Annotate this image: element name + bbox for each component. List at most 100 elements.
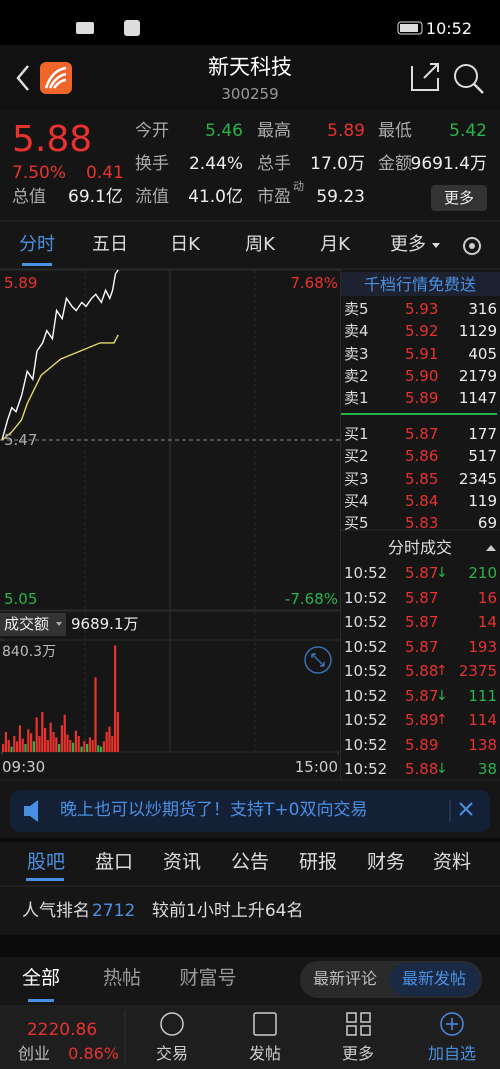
- dropdown-icon: [432, 243, 440, 248]
- nav-item[interactable]: 交易: [155, 1044, 188, 1063]
- volume-selector[interactable]: [0, 613, 66, 636]
- chart-tab[interactable]: 分时: [19, 234, 55, 255]
- volume-bar: [116, 712, 119, 752]
- info-tab[interactable]: 资讯: [162, 851, 201, 873]
- field-value: 59.23: [316, 187, 365, 207]
- settings-icon[interactable]: [463, 237, 481, 255]
- volume-bar: [32, 741, 35, 752]
- field-value: 41.0亿: [188, 187, 243, 207]
- sort-button[interactable]: 最新评论: [312, 969, 377, 988]
- book-price: 5.90: [405, 366, 439, 385]
- close-icon[interactable]: [459, 802, 473, 816]
- expand-icon[interactable]: [311, 653, 325, 667]
- book-price: 5.83: [405, 514, 439, 533]
- book-price: 5.89: [405, 389, 439, 408]
- index-name[interactable]: 创业: [18, 1044, 51, 1063]
- more-button[interactable]: 更多: [431, 185, 487, 211]
- index-value[interactable]: 2220.86: [26, 1020, 98, 1040]
- add-icon[interactable]: [446, 1018, 458, 1030]
- search-icon[interactable]: [473, 83, 484, 94]
- info-tab[interactable]: 盘口: [94, 851, 133, 873]
- volume-bar: [58, 744, 61, 752]
- info-tab[interactable]: 资料: [432, 851, 471, 873]
- share-icon[interactable]: [411, 63, 439, 91]
- index-change[interactable]: 0.86%: [68, 1044, 119, 1063]
- nav-item[interactable]: 更多: [341, 1044, 374, 1063]
- book-label: 卖1: [344, 389, 369, 408]
- book-volume: 2345: [458, 469, 497, 488]
- trade-arrow: ↓: [436, 687, 448, 704]
- battery-icon: [400, 24, 418, 32]
- feed-tab[interactable]: 全部: [21, 967, 60, 989]
- volume-bar: [74, 730, 77, 752]
- volume-bar: [60, 725, 63, 752]
- search-icon[interactable]: [454, 64, 478, 88]
- change-pct: 7.50%: [12, 163, 67, 183]
- quote-bg: [0, 110, 500, 220]
- trade-time: 10:52: [344, 662, 388, 680]
- volume-title[interactable]: 成交额: [4, 615, 50, 633]
- promo-bg[interactable]: [341, 272, 500, 296]
- chart-tab[interactable]: 周K: [245, 234, 275, 255]
- nav-item[interactable]: 加自选: [427, 1044, 476, 1063]
- book-price: 5.84: [405, 491, 439, 510]
- volume-bar: [7, 740, 10, 752]
- tab-underline: [26, 878, 64, 881]
- volume-bar: [10, 746, 13, 752]
- chart-tab[interactable]: 五日: [92, 234, 128, 255]
- order-book-title[interactable]: 千档行情免费送: [363, 275, 476, 294]
- volume-bar: [49, 722, 52, 752]
- trade-icon[interactable]: [160, 1012, 184, 1036]
- volume-bar: [35, 717, 38, 752]
- nav-item[interactable]: 发帖: [248, 1044, 281, 1063]
- trade-volume: 138: [468, 735, 497, 754]
- back-icon[interactable]: [16, 65, 29, 91]
- book-volume: 316: [468, 300, 497, 318]
- volume-bar: [102, 741, 105, 752]
- book-volume: 1129: [458, 322, 497, 341]
- feed-tab[interactable]: 财富号: [179, 967, 237, 989]
- collapse-icon[interactable]: [486, 545, 496, 551]
- sort-button[interactable]: 最新发帖: [401, 969, 466, 988]
- book-label: 买4: [344, 491, 369, 510]
- field-value: 5.46: [205, 121, 243, 141]
- separator: [0, 838, 500, 842]
- status-icon: [76, 22, 94, 34]
- volume-total: 9689.1万: [71, 615, 139, 633]
- settings-icon[interactable]: [469, 243, 475, 249]
- chart-tab[interactable]: 月K: [320, 234, 350, 255]
- info-tab[interactable]: 股吧: [26, 851, 65, 873]
- info-tab[interactable]: 研报: [298, 851, 337, 873]
- book-price: 5.93: [405, 300, 439, 318]
- more-icon[interactable]: [346, 1012, 371, 1036]
- chart-tab[interactable]: 更多: [390, 234, 426, 255]
- banner-bg[interactable]: [10, 790, 490, 832]
- post-icon[interactable]: [253, 1012, 277, 1036]
- feed-tab[interactable]: 热帖: [102, 967, 141, 989]
- trade-time: 10:52: [344, 637, 388, 656]
- book-price: 5.86: [405, 447, 439, 466]
- status-time: 10:52: [425, 19, 472, 38]
- field-label: 换手: [135, 154, 169, 174]
- field-value: 5.42: [449, 121, 487, 141]
- info-tab[interactable]: 公告: [230, 851, 269, 873]
- header-bg: [0, 45, 500, 110]
- add-icon[interactable]: [440, 1012, 464, 1036]
- sort-toggle-active[interactable]: [390, 963, 480, 996]
- banner-text[interactable]: 晚上也可以炒期货了！支持T+0双向交易: [60, 800, 368, 820]
- trade-price: 5.89: [405, 735, 439, 754]
- book-price: 5.87: [405, 425, 439, 443]
- price: 5.88: [12, 119, 93, 160]
- chart-tab[interactable]: 日K: [170, 234, 200, 255]
- trade-time: 10:52: [344, 613, 388, 631]
- volume-bar: [86, 744, 89, 752]
- field-label: 金额: [378, 154, 412, 174]
- volume-bar: [105, 732, 108, 752]
- field-label: 最低: [378, 121, 412, 141]
- trades-title: 分时成交: [387, 538, 452, 557]
- y-tick-label: 5.47: [4, 431, 38, 449]
- trade-volume: 111: [468, 686, 497, 705]
- info-tab[interactable]: 财务: [366, 851, 405, 873]
- x-tick-label: 15:00: [294, 758, 338, 776]
- expand-icon[interactable]: [304, 646, 332, 674]
